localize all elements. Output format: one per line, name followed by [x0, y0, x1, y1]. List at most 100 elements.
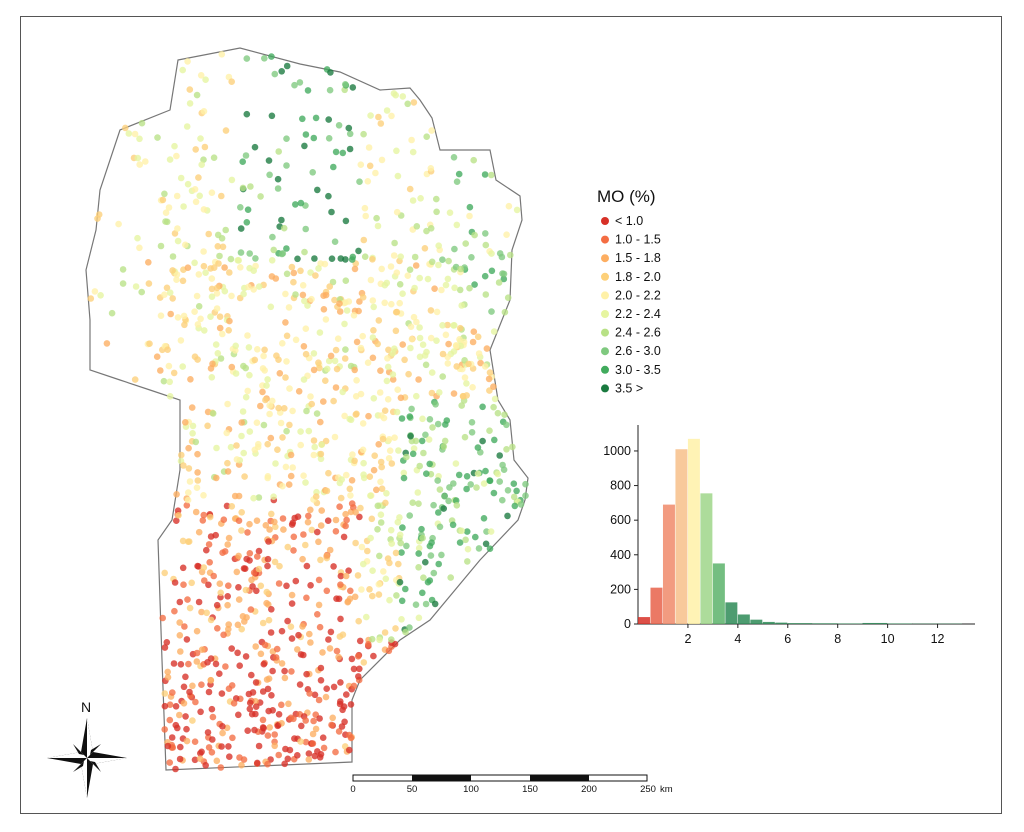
- sample-point: [312, 725, 320, 733]
- sample-point: [216, 670, 223, 677]
- sample-point: [382, 575, 390, 583]
- sample-point: [317, 418, 324, 426]
- sample-point: [176, 755, 184, 763]
- sample-point: [308, 295, 315, 303]
- sample-point: [297, 738, 304, 745]
- sample-point: [209, 360, 216, 368]
- sample-point: [474, 444, 482, 451]
- sample-point: [450, 348, 458, 355]
- sample-point: [422, 558, 429, 566]
- sample-point: [282, 463, 290, 471]
- sample-point: [392, 549, 400, 557]
- sample-point: [165, 362, 173, 370]
- sample-point: [504, 512, 511, 520]
- sample-point: [87, 295, 95, 302]
- sample-point: [289, 407, 296, 415]
- sample-point: [409, 450, 417, 458]
- sample-point: [237, 264, 244, 271]
- sample-point: [183, 725, 190, 733]
- sample-point: [471, 231, 478, 239]
- sample-point: [305, 756, 313, 763]
- sample-point: [269, 233, 276, 241]
- sample-point: [257, 193, 264, 200]
- sample-point: [378, 156, 386, 164]
- sample-point: [219, 330, 226, 338]
- sample-point: [325, 135, 333, 142]
- sample-point: [311, 691, 319, 699]
- sample-point: [283, 332, 291, 340]
- sample-point: [406, 512, 414, 519]
- sample-point: [327, 352, 335, 360]
- sample-point: [274, 722, 282, 730]
- sample-point: [236, 754, 243, 761]
- sample-point: [198, 748, 205, 756]
- sample-point: [191, 756, 199, 764]
- sample-point: [291, 735, 298, 742]
- sample-point: [285, 304, 293, 311]
- sample-point: [445, 340, 452, 348]
- sample-point: [296, 79, 304, 86]
- sample-point: [451, 284, 458, 292]
- sample-point: [428, 369, 436, 376]
- sample-point: [501, 308, 509, 316]
- sample-point: [279, 482, 286, 490]
- sample-point: [228, 176, 236, 184]
- sample-point: [411, 253, 419, 261]
- sample-point: [278, 660, 286, 667]
- sample-point: [265, 616, 273, 624]
- sample-point: [243, 614, 250, 621]
- sample-point: [345, 298, 353, 305]
- sample-point: [166, 289, 174, 297]
- sample-point: [274, 175, 282, 183]
- sample-point: [317, 522, 325, 529]
- sample-point: [495, 279, 503, 286]
- sample-point: [320, 744, 328, 752]
- sample-point: [136, 244, 143, 252]
- sample-point: [450, 322, 457, 329]
- sample-point: [458, 302, 466, 309]
- sample-point: [243, 219, 251, 226]
- sample-point: [173, 152, 180, 160]
- sample-point: [183, 123, 191, 130]
- sample-point: [267, 303, 275, 311]
- sample-point: [309, 740, 317, 747]
- sample-point: [170, 660, 178, 667]
- sample-point: [264, 562, 271, 570]
- sample-point: [185, 538, 193, 545]
- sample-point: [177, 174, 185, 182]
- sample-point: [415, 614, 423, 622]
- sample-point: [433, 308, 441, 316]
- sample-point: [345, 124, 353, 132]
- sample-point: [413, 392, 420, 400]
- sample-point: [228, 682, 236, 689]
- sample-point: [375, 581, 383, 588]
- sample-point: [369, 567, 376, 574]
- sample-point: [171, 230, 179, 237]
- sample-point: [385, 436, 393, 443]
- sample-point: [173, 271, 181, 278]
- sample-point: [324, 365, 331, 373]
- sample-point: [344, 598, 352, 606]
- sample-point: [352, 508, 359, 516]
- sample-point: [401, 356, 408, 364]
- sample-point: [358, 586, 365, 593]
- legend-label: 3.0 - 3.5: [615, 363, 661, 377]
- sample-point: [171, 579, 179, 586]
- sample-point: [250, 494, 257, 502]
- histogram-bar: [750, 619, 763, 624]
- sample-point: [194, 450, 201, 458]
- sample-point: [266, 410, 273, 418]
- sample-point: [400, 474, 408, 482]
- sample-point: [283, 135, 290, 142]
- x-tick-label: 4: [734, 632, 741, 646]
- sample-point: [173, 491, 180, 498]
- sample-point: [322, 693, 330, 701]
- sample-point: [208, 705, 216, 713]
- sample-point: [226, 269, 233, 276]
- sample-point: [393, 208, 401, 216]
- sample-point: [239, 184, 247, 192]
- sample-point: [119, 280, 127, 287]
- sample-point: [477, 359, 484, 367]
- sample-point: [500, 270, 508, 278]
- sample-point: [235, 552, 242, 560]
